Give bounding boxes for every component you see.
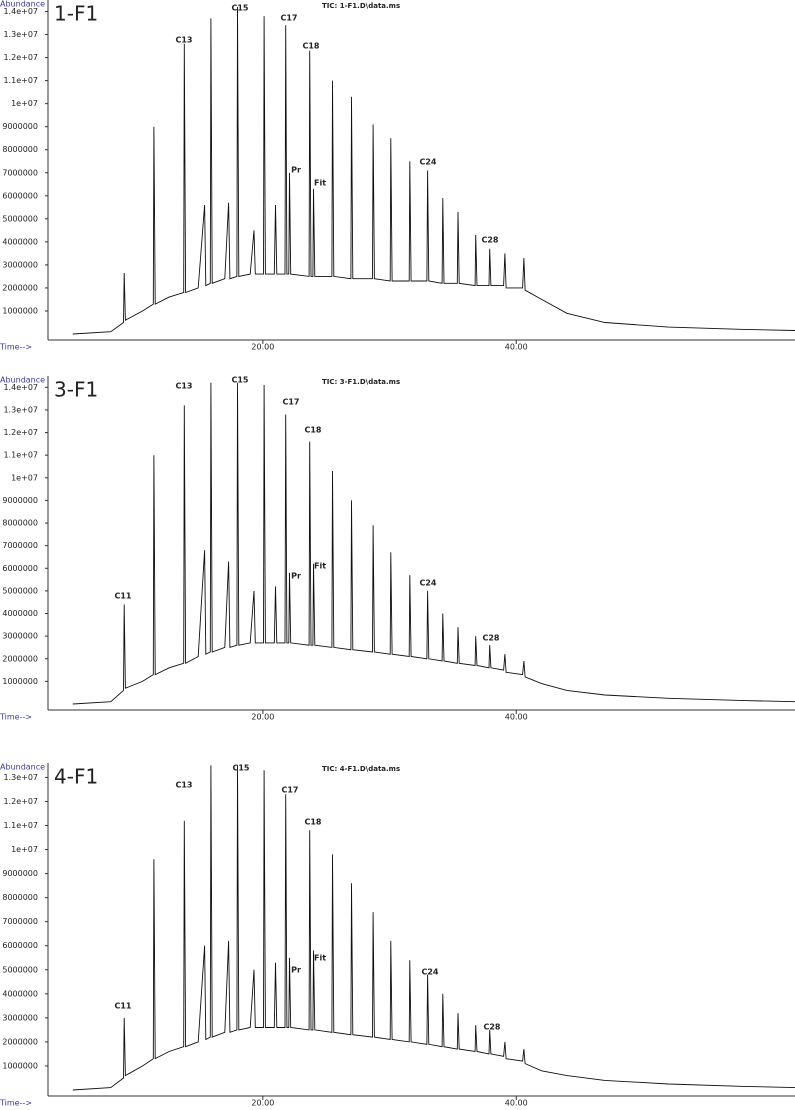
y-tick-label: 6000000 [2, 191, 38, 200]
y-tick-label: 1e+07 [11, 99, 38, 108]
y-tick-label: 6000000 [2, 564, 38, 573]
y-axis-label: Abundance [0, 376, 45, 385]
y-tick-label: 9000000 [2, 122, 38, 131]
y-tick-label: 9000000 [2, 869, 38, 878]
peak-annotation: C15 [231, 376, 248, 385]
y-tick-label: 2000000 [2, 1037, 38, 1046]
subtitle: TIC: 4-F1.D\data.ms [322, 765, 400, 773]
peak-annotation: C28 [483, 1023, 500, 1032]
peak-annotation: Fit [314, 562, 326, 571]
peak-annotation: Pr [291, 966, 301, 975]
peak-annotation: Fit [314, 179, 326, 188]
peak-annotation: C18 [302, 42, 319, 51]
y-tick-label: 1000000 [2, 306, 38, 315]
peak-annotation: C13 [175, 382, 192, 391]
peak-annotation: C15 [232, 764, 249, 773]
y-tick-label: 8000000 [2, 893, 38, 902]
peak-annotation: C28 [482, 634, 499, 643]
y-tick-label: 1e+07 [11, 845, 38, 854]
peak-annotation: C24 [419, 579, 436, 588]
y-tick-label: 3000000 [2, 1013, 38, 1022]
y-tick-label: 1.1e+07 [3, 76, 38, 85]
y-tick-label: 1.2e+07 [3, 797, 38, 806]
peak-annotation: Pr [291, 572, 301, 581]
y-tick-label: 4000000 [2, 237, 38, 246]
y-tick-label: 1.1e+07 [3, 821, 38, 830]
y-axis-label: Abundance [0, 0, 45, 9]
y-tick-label: 1.1e+07 [3, 451, 38, 460]
y-tick-label: 1.4e+07 [3, 7, 38, 16]
panel-title: 3-F1 [54, 378, 98, 402]
y-tick-label: 2000000 [2, 283, 38, 292]
peak-annotation: C18 [304, 426, 321, 435]
x-axis-label: Time--> [0, 343, 32, 352]
peak-annotation: C28 [481, 236, 498, 245]
x-tick-label: 20.00 [251, 1099, 274, 1108]
x-tick-label: 20.00 [251, 343, 274, 352]
peak-annotation: C17 [282, 398, 299, 407]
peak-annotation: C13 [175, 781, 192, 790]
y-tick-label: 3000000 [2, 260, 38, 269]
y-tick-label: 5000000 [2, 586, 38, 595]
x-tick-label: 20.00 [251, 713, 274, 722]
y-tick-label: 4000000 [2, 989, 38, 998]
panel-title: 1-F1 [54, 2, 98, 26]
y-tick-label: 5000000 [2, 965, 38, 974]
peak-annotation: Pr [291, 166, 301, 175]
y-tick-label: 1.4e+07 [3, 383, 38, 392]
y-tick-label: 5000000 [2, 214, 38, 223]
y-tick-label: 9000000 [2, 496, 38, 505]
x-tick-label: 40.00 [505, 713, 528, 722]
y-tick-label: 1000000 [2, 677, 38, 686]
y-tick-label: 1.3e+07 [3, 405, 38, 414]
y-tick-label: 2000000 [2, 654, 38, 663]
y-tick-label: 1.3e+07 [3, 773, 38, 782]
y-tick-label: 6000000 [2, 941, 38, 950]
y-tick-label: 1000000 [2, 1061, 38, 1070]
y-tick-label: 8000000 [2, 519, 38, 528]
y-tick-label: 8000000 [2, 145, 38, 154]
peak-annotation: C11 [114, 592, 131, 601]
y-tick-label: 1.2e+07 [3, 428, 38, 437]
chromatogram-line [72, 6, 795, 335]
peak-annotation: C17 [281, 786, 298, 795]
peak-annotation: C24 [421, 968, 438, 977]
x-axis-label: Time--> [0, 713, 32, 722]
peak-annotation: C13 [175, 36, 192, 45]
panel-title: 4-F1 [54, 765, 98, 789]
peak-annotation: Fit [314, 954, 326, 963]
peak-annotation: C11 [114, 1002, 131, 1011]
y-tick-label: 7000000 [2, 168, 38, 177]
y-tick-label: 4000000 [2, 609, 38, 618]
peak-annotation: C15 [231, 4, 248, 13]
y-tick-label: 1e+07 [11, 473, 38, 482]
y-tick-label: 3000000 [2, 632, 38, 641]
chromatogram-line [72, 382, 795, 705]
subtitle: TIC: 3-F1.D\data.ms [322, 378, 400, 386]
y-tick-label: 7000000 [2, 917, 38, 926]
peak-annotation: C24 [419, 158, 436, 167]
x-axis-label: Time--> [0, 1099, 32, 1108]
chromatogram-line [72, 765, 795, 1091]
subtitle: TIC: 1-F1.D\data.ms [322, 2, 400, 10]
y-tick-label: 1.3e+07 [3, 30, 38, 39]
y-tick-label: 1.2e+07 [3, 53, 38, 62]
x-tick-label: 40.00 [505, 343, 528, 352]
peak-annotation: C18 [304, 818, 321, 827]
peak-annotation: C17 [280, 14, 297, 23]
x-tick-label: 40.00 [505, 1099, 528, 1108]
y-tick-label: 7000000 [2, 541, 38, 550]
y-axis-label: Abundance [0, 763, 45, 772]
